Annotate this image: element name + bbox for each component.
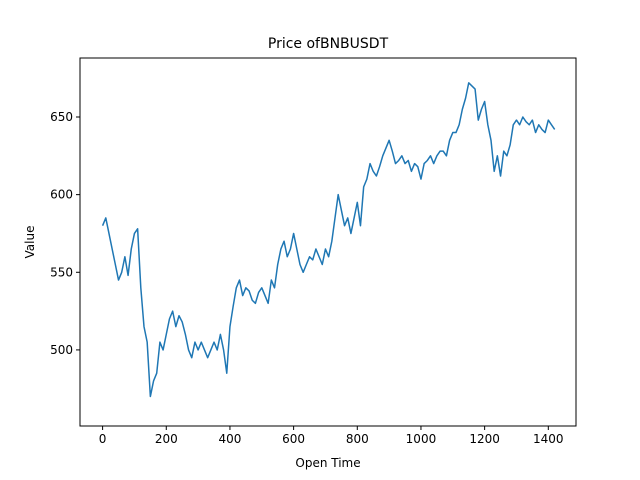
x-axis-label: Open Time	[295, 456, 360, 470]
chart-title: Price ofBNBUSDT	[268, 36, 389, 52]
y-tick-label: 650	[50, 110, 73, 124]
x-tick-label: 600	[282, 432, 305, 446]
line-series	[101, 82, 556, 398]
y-axis-label: Value	[23, 226, 37, 259]
y-tick-label: 550	[50, 265, 73, 279]
y-tick-label: 500	[50, 343, 73, 357]
x-tick-label: 1000	[406, 432, 437, 446]
y-tick-label: 600	[50, 188, 73, 202]
x-tick-label: 400	[218, 432, 241, 446]
x-tick-label: 1400	[533, 432, 564, 446]
x-tick-label: 1200	[469, 432, 500, 446]
x-tick-label: 800	[346, 432, 369, 446]
x-tick-label: 200	[155, 432, 178, 446]
plot-frame	[79, 57, 577, 427]
x-tick-label: 0	[99, 432, 107, 446]
